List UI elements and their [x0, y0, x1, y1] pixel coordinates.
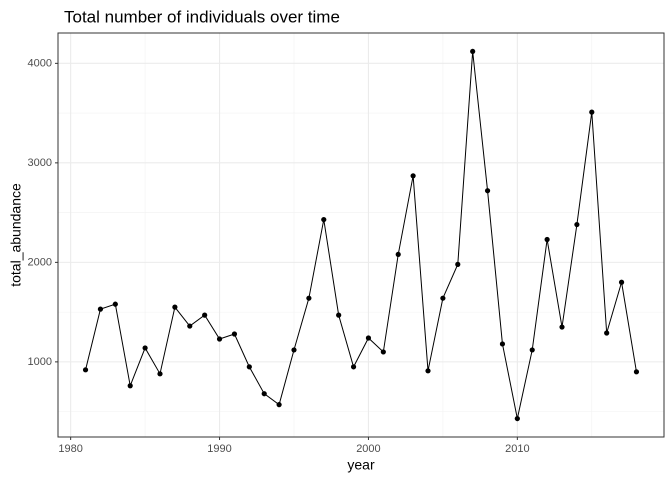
point: [291, 347, 297, 353]
y-tick-label: 4000: [28, 57, 52, 69]
point: [455, 261, 461, 267]
point: [618, 279, 625, 285]
point: [82, 367, 89, 373]
chart-title: Total number of individuals over time: [64, 7, 340, 26]
point: [321, 216, 327, 223]
y-tick-label: 3000: [28, 157, 52, 169]
x-axis-label: year: [347, 457, 375, 473]
point: [410, 173, 416, 179]
point: [350, 364, 357, 370]
point: [470, 48, 476, 55]
point: [216, 336, 223, 342]
point: [142, 345, 148, 351]
point: [425, 368, 431, 374]
panel: [58, 33, 664, 437]
x-tick-label: 1980: [58, 443, 82, 455]
point: [514, 415, 520, 422]
point: [365, 335, 372, 341]
point: [633, 369, 640, 375]
point: [484, 188, 491, 194]
point: [559, 324, 565, 330]
point: [440, 295, 446, 301]
panel-border: [57, 32, 665, 438]
point: [127, 383, 133, 389]
point: [202, 312, 208, 318]
point: [395, 251, 401, 258]
x-tick-label: 1990: [207, 443, 231, 455]
point: [112, 301, 118, 307]
x-tick-label: 2000: [356, 443, 380, 455]
y-tick-label: 1000: [28, 356, 52, 368]
point: [380, 349, 386, 355]
y-axis-label: total_abundance: [8, 183, 24, 287]
point: [231, 331, 238, 337]
point: [276, 402, 282, 408]
point: [172, 304, 178, 310]
point: [157, 371, 163, 377]
point: [529, 347, 535, 353]
point: [574, 221, 580, 228]
point: [261, 391, 267, 397]
point: [589, 109, 595, 115]
point: [306, 295, 312, 301]
point: [499, 341, 506, 347]
point: [187, 323, 193, 329]
point: [97, 306, 104, 312]
point: [246, 364, 252, 370]
point: [544, 236, 550, 243]
point: [604, 330, 610, 336]
point: [336, 312, 342, 318]
y-tick-label: 2000: [28, 256, 52, 268]
x-tick-label: 2010: [505, 443, 529, 455]
line: [85, 51, 637, 419]
